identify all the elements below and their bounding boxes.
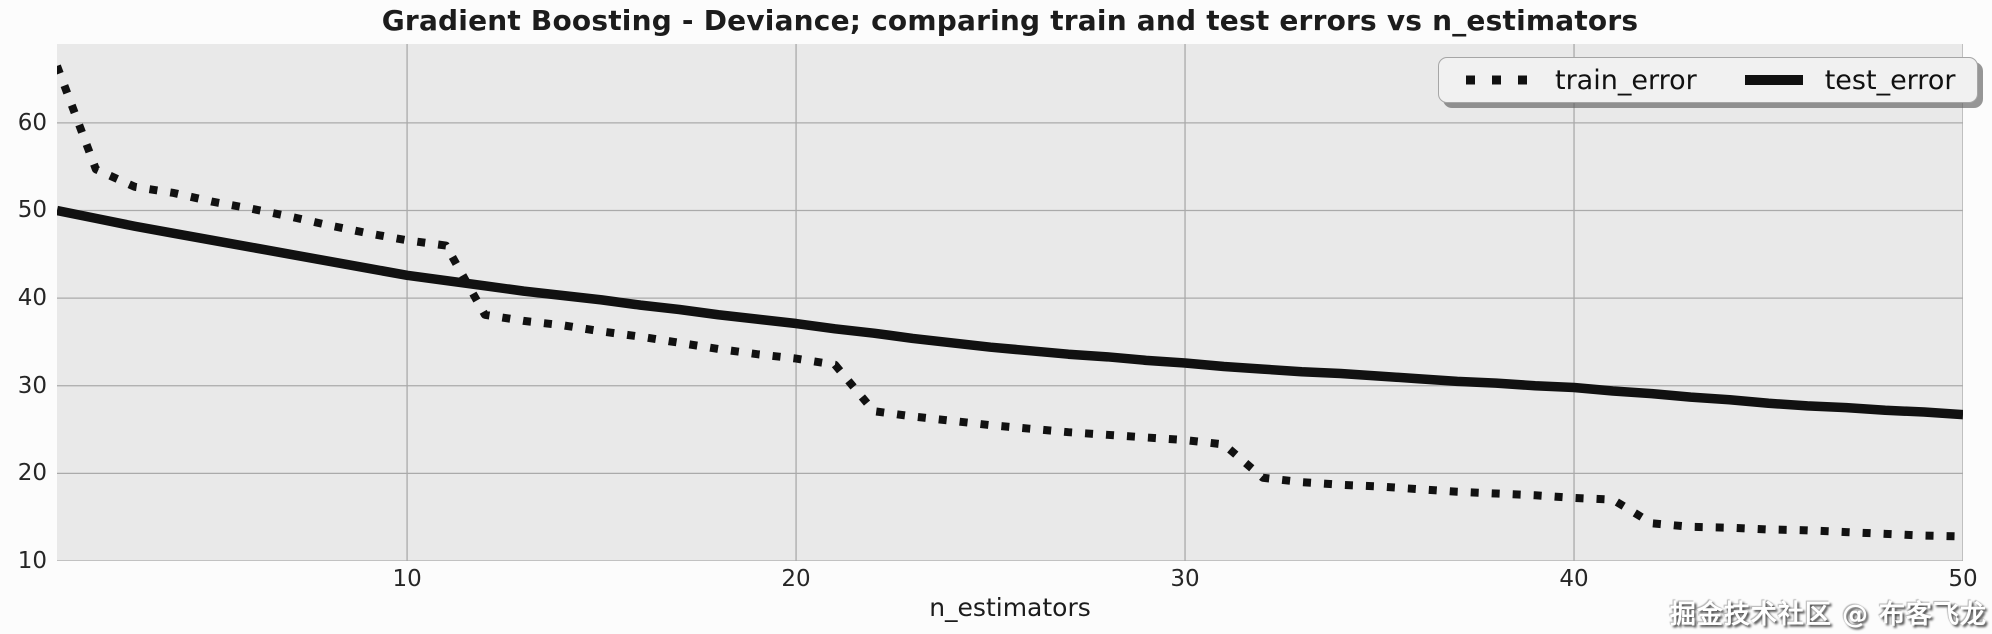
chart-title: Gradient Boosting - Deviance; comparing … xyxy=(381,4,1639,37)
x-axis-label: n_estimators xyxy=(929,593,1091,622)
x-tick-label: 20 xyxy=(781,566,811,592)
y-tick-label: 40 xyxy=(17,285,47,312)
legend-item-train: train_error xyxy=(1461,65,1697,96)
legend: train_error test_error xyxy=(1438,57,1979,103)
train-dotted-line-icon xyxy=(1461,73,1535,87)
legend-label-train: train_error xyxy=(1555,64,1697,96)
y-tick-label: 30 xyxy=(17,372,47,399)
train-error-line xyxy=(57,64,1963,541)
x-tick-label: 10 xyxy=(392,566,422,592)
y-tick-label: 60 xyxy=(17,109,47,136)
plot-area xyxy=(57,44,1963,561)
y-tick-label: 20 xyxy=(17,460,47,487)
y-tick-label: 10 xyxy=(17,548,47,574)
plot-canvas xyxy=(57,44,1963,561)
legend-label-test: test_error xyxy=(1824,64,1956,96)
watermark: 掘金技术社区 @ 布客飞龙 xyxy=(1669,600,1987,630)
test-error-line xyxy=(57,205,1963,420)
legend-item-test: test_error xyxy=(1743,64,1956,96)
y-tick-label: 50 xyxy=(17,197,47,224)
x-tick-label: 30 xyxy=(1170,566,1200,592)
x-tick-label: 40 xyxy=(1559,566,1589,592)
x-tick-label: 50 xyxy=(1948,566,1978,592)
test-solid-line-icon xyxy=(1743,73,1805,87)
